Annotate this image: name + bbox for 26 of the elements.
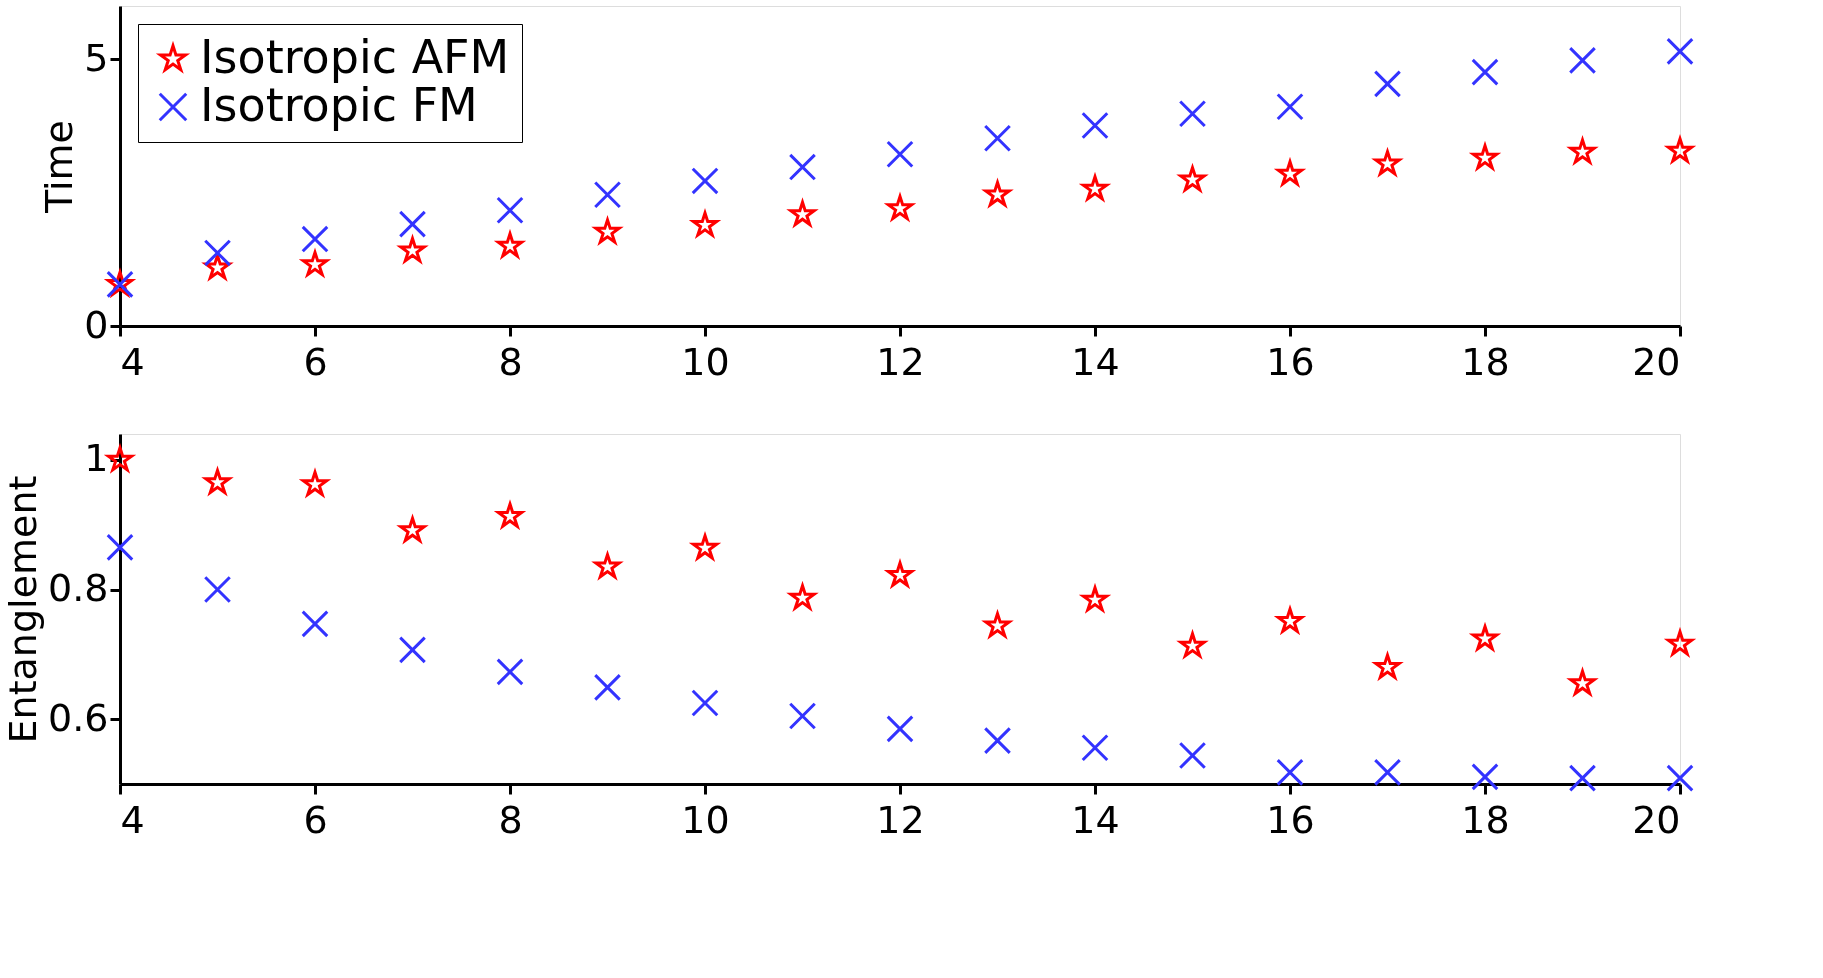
x-tick-label: 16 bbox=[1266, 339, 1315, 384]
x-tick-label: 12 bbox=[876, 339, 925, 384]
y-axis-title: Entanglement bbox=[1, 475, 46, 744]
x-tick-label: 14 bbox=[1071, 339, 1120, 384]
x-tick-label: 4 bbox=[120, 339, 145, 384]
y-tick-label: 0.8 bbox=[48, 566, 109, 611]
x-tick-label: 10 bbox=[681, 797, 730, 842]
x-tick-label: 14 bbox=[1071, 797, 1120, 842]
x-tick-label: 8 bbox=[498, 339, 523, 384]
y-tick-label: 0.6 bbox=[48, 695, 109, 740]
x-tick-label: 20 bbox=[1632, 797, 1681, 842]
x-tick-label: 6 bbox=[303, 339, 328, 384]
y-tick-label: 0 bbox=[84, 302, 109, 347]
y-tick-label: 5 bbox=[84, 35, 109, 80]
x-tick-label: 20 bbox=[1632, 339, 1681, 384]
x-tick-label: 6 bbox=[303, 797, 328, 842]
x-tick-label: 10 bbox=[681, 339, 730, 384]
y-axis-title: Time bbox=[37, 120, 82, 214]
x-tick-label: 16 bbox=[1266, 797, 1315, 842]
x-tick-label: 8 bbox=[498, 797, 523, 842]
x-tick-label: 18 bbox=[1461, 339, 1510, 384]
y-tick-label: 1 bbox=[84, 436, 109, 481]
x-tick-label: 4 bbox=[120, 797, 145, 842]
legend-label: Isotropic AFM bbox=[200, 30, 510, 84]
x-tick-label: 18 bbox=[1461, 797, 1510, 842]
x-tick-label: 12 bbox=[876, 797, 925, 842]
